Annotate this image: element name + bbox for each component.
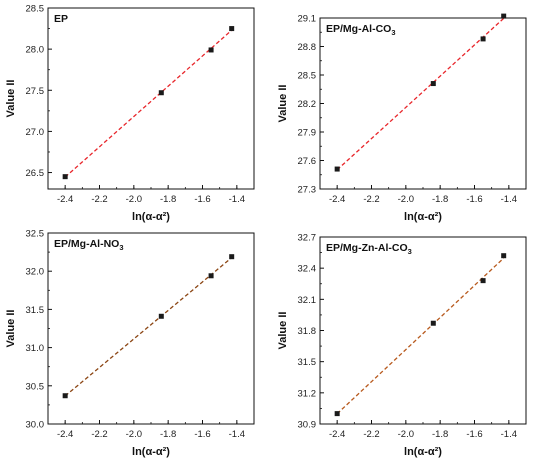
x-tick-label: -1.4 — [501, 194, 517, 205]
data-point — [430, 320, 436, 326]
y-tick-label: 31.0 — [26, 343, 45, 354]
y-tick-label: 28.5 — [26, 4, 45, 15]
plot-frame — [47, 232, 255, 425]
data-point — [480, 36, 486, 42]
y-tick-label: 31.2 — [298, 388, 317, 399]
x-tick-label: -2.0 — [398, 194, 414, 205]
panel-title-subscript: 3 — [391, 28, 395, 37]
x-tick-label: -2.2 — [91, 429, 107, 440]
chart-panel-3: -2.4 -2.2 -2.0 -1.8 -1.6 -1.4 30.0 30.5 31.0 31.5… — [5, 229, 255, 458]
x-tick-label: -1.4 — [229, 429, 245, 440]
data-point — [208, 273, 214, 279]
y-tick-label: 28.5 — [298, 71, 317, 82]
y-tick-label: 27.5 — [26, 86, 45, 97]
x-axis-title: ln(α-α²) — [132, 211, 170, 223]
x-tick-label: -2.4 — [57, 429, 73, 440]
y-axis-title: Value II — [5, 310, 17, 348]
data-point — [501, 13, 507, 19]
y-tick-label: 31.5 — [298, 357, 317, 368]
y-tick-label: 26.5 — [26, 168, 45, 179]
data-point — [229, 254, 235, 260]
x-tick-label: -2.0 — [126, 429, 142, 440]
panel-title: EP/Mg-Al-CO3 — [326, 23, 396, 37]
data-point — [501, 253, 507, 259]
x-tick-label: -2.2 — [91, 194, 107, 205]
y-tick-label: 27.0 — [26, 127, 45, 138]
x-axis-title: ln(α-α²) — [404, 211, 442, 223]
y-tick-label: 28.0 — [26, 45, 45, 56]
y-tick-label: 27.6 — [298, 156, 317, 167]
y-tick-label: 30.0 — [26, 420, 45, 431]
panel-title-subscript: 3 — [119, 243, 123, 252]
data-point — [62, 393, 68, 399]
panel-title: EP/Mg-Al-NO3 — [54, 238, 124, 252]
data-point — [229, 26, 235, 32]
x-tick-label: -1.8 — [160, 429, 176, 440]
x-tick-label: -1.8 — [432, 194, 448, 205]
data-point — [158, 313, 164, 319]
x-tick-label: -2.4 — [329, 194, 345, 205]
x-tick-label: -2.2 — [363, 429, 379, 440]
chart-panel-1: -2.4 -2.2 -2.0 -1.8 -1.6 -1.4 26.5 27.0 27.5 28.0… — [5, 4, 255, 223]
plot-frame — [319, 236, 527, 425]
x-tick-label: -1.8 — [432, 429, 448, 440]
y-tick-label: 32.7 — [298, 233, 317, 244]
y-tick-label: 27.3 — [298, 185, 317, 196]
x-tick-label: -2.0 — [126, 194, 142, 205]
data-point — [334, 166, 340, 172]
x-tick-label: -2.0 — [398, 429, 414, 440]
data-point — [334, 411, 340, 417]
x-tick-label: -1.8 — [160, 194, 176, 205]
x-tick-label: -1.6 — [466, 429, 482, 440]
fit-line — [64, 29, 233, 178]
y-axis-title: Value II — [277, 85, 289, 123]
y-tick-label: 31.5 — [26, 305, 45, 316]
y-tick-label: 30.9 — [298, 420, 317, 431]
panel-title-text: EP/Mg-Al-CO — [326, 23, 391, 35]
chart-panel-2: -2.4 -2.2 -2.0 -1.8 -1.6 -1.4 27.3 27.6 27.9 28.2… — [277, 13, 527, 223]
fit-line — [64, 257, 233, 397]
panel-title-text: EP/Mg-Zn-Al-CO — [326, 242, 408, 254]
y-tick-label: 31.8 — [298, 326, 317, 337]
fit-line — [336, 17, 505, 171]
data-point — [158, 90, 164, 96]
panel-title: EP — [54, 13, 68, 25]
y-axis-title: Value II — [5, 80, 17, 118]
y-tick-label: 28.2 — [298, 99, 317, 110]
x-tick-label: -1.6 — [466, 194, 482, 205]
x-tick-label: -1.6 — [194, 194, 210, 205]
chart-panel-4: -2.4 -2.2 -2.0 -1.8 -1.6 -1.4 30.9 31.2 31.5 31.8… — [277, 233, 527, 458]
panel-title-subscript: 3 — [408, 247, 412, 256]
x-axis-title: ln(α-α²) — [132, 446, 170, 458]
x-tick-label: -2.2 — [363, 194, 379, 205]
y-tick-label: 28.8 — [298, 42, 317, 53]
y-tick-label: 32.0 — [26, 267, 45, 278]
y-tick-label: 32.1 — [298, 295, 317, 306]
data-point — [62, 174, 68, 180]
x-tick-label: -1.4 — [229, 194, 245, 205]
x-tick-label: -2.4 — [329, 429, 345, 440]
y-axis-title: Value II — [277, 312, 289, 350]
panel-title: EP/Mg-Zn-Al-CO3 — [326, 242, 412, 256]
fit-line — [336, 257, 505, 415]
data-point — [208, 47, 214, 53]
plot-frame — [319, 17, 527, 190]
y-tick-label: 32.4 — [298, 264, 317, 275]
x-tick-label: -1.4 — [501, 429, 517, 440]
panel-title-text: EP/Mg-Al-NO — [54, 238, 119, 250]
data-point — [430, 81, 436, 87]
y-tick-label: 32.5 — [26, 229, 45, 240]
data-point — [480, 278, 486, 284]
x-axis-title: ln(α-α²) — [404, 446, 442, 458]
panel-title-text: EP — [54, 13, 68, 25]
x-tick-label: -1.6 — [194, 429, 210, 440]
y-tick-label: 29.1 — [298, 14, 317, 25]
x-tick-label: -2.4 — [57, 194, 73, 205]
plot-frame — [47, 7, 255, 190]
y-tick-label: 27.9 — [298, 128, 317, 139]
y-tick-label: 30.5 — [26, 381, 45, 392]
